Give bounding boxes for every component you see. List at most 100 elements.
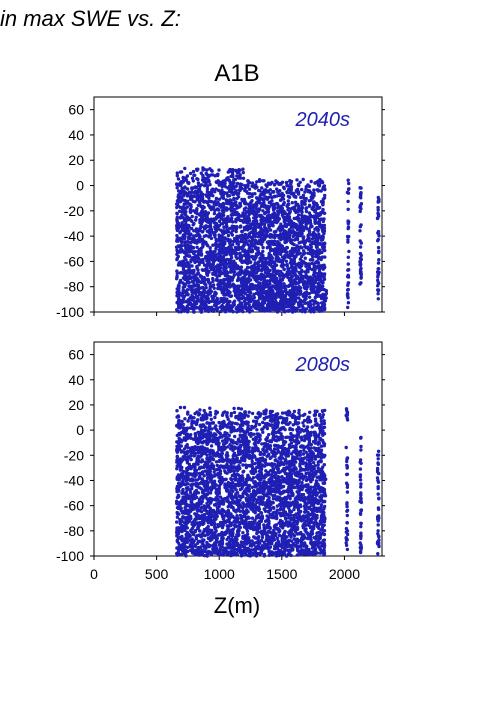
data-point (208, 413, 213, 417)
data-point (297, 261, 301, 265)
data-point (191, 290, 196, 295)
data-point (203, 256, 208, 260)
data-point (219, 192, 223, 196)
data-point (192, 251, 196, 256)
data-point (244, 260, 248, 265)
data-point (180, 419, 184, 424)
data-point (256, 285, 261, 289)
data-point (176, 239, 180, 243)
data-point (243, 253, 247, 257)
data-point (250, 184, 254, 188)
data-point (311, 194, 316, 198)
data-point (229, 258, 233, 263)
data-point (346, 238, 350, 242)
data-point (196, 278, 200, 282)
data-point (252, 272, 256, 277)
data-point (205, 242, 209, 247)
data-point (376, 297, 380, 301)
data-point (183, 417, 187, 421)
data-point (191, 310, 196, 314)
data-point (286, 208, 290, 212)
data-point (250, 181, 255, 185)
data-point (271, 207, 276, 211)
data-point (175, 233, 179, 238)
data-point (191, 169, 196, 174)
data-point (196, 286, 200, 290)
data-point (275, 285, 279, 290)
data-point (199, 238, 203, 242)
data-point (259, 240, 263, 245)
data-point (273, 250, 277, 254)
data-point (208, 285, 212, 289)
data-point (193, 185, 198, 189)
data-point (309, 198, 313, 202)
data-point (294, 285, 298, 290)
data-point (235, 287, 239, 291)
data-point (267, 262, 271, 267)
data-point (217, 183, 221, 187)
data-point (247, 195, 251, 199)
data-point (197, 247, 202, 252)
data-point (230, 170, 235, 175)
data-point (310, 240, 315, 245)
data-point (304, 185, 308, 189)
data-point (377, 281, 381, 286)
data-point (207, 199, 211, 204)
data-point (184, 176, 188, 180)
data-point (300, 278, 304, 282)
data-point (316, 241, 320, 245)
data-point (304, 290, 309, 294)
data-point (274, 278, 278, 282)
data-point (218, 272, 223, 276)
y-tick-label: 40 (68, 127, 84, 143)
data-point (225, 191, 229, 195)
data-point (263, 263, 267, 267)
data-point (229, 478, 234, 482)
data-point (181, 276, 186, 280)
data-point (290, 286, 295, 290)
y-tick-label: -60 (64, 253, 84, 269)
data-point (203, 210, 208, 214)
data-point (235, 256, 239, 260)
data-point (287, 202, 291, 206)
data-point (279, 222, 283, 226)
data-point (260, 269, 264, 273)
data-point (231, 243, 235, 247)
data-point (251, 234, 256, 239)
data-point (259, 213, 263, 218)
data-point (208, 406, 212, 410)
data-point (262, 301, 266, 305)
data-point (259, 305, 263, 309)
data-point (288, 253, 292, 257)
data-point (216, 179, 220, 183)
data-point (242, 217, 247, 221)
data-point (322, 274, 326, 278)
data-point (304, 225, 308, 229)
y-tick-label: -100 (56, 304, 84, 320)
data-point (241, 167, 245, 171)
data-point (177, 303, 181, 307)
data-point (208, 229, 213, 233)
data-point (221, 182, 226, 186)
data-point (183, 244, 187, 248)
data-point (202, 302, 206, 306)
data-point (306, 233, 310, 237)
data-point (199, 213, 203, 218)
data-point (271, 289, 275, 293)
data-point (209, 236, 214, 241)
data-point (224, 285, 229, 289)
data-point (303, 256, 307, 260)
data-point (227, 185, 232, 190)
data-point (178, 215, 183, 219)
data-point (176, 189, 181, 193)
data-point (282, 201, 286, 205)
data-point (245, 224, 250, 228)
data-point (205, 271, 210, 275)
data-point (194, 208, 199, 212)
data-point (316, 301, 320, 306)
data-point (305, 285, 310, 289)
data-point (297, 270, 301, 275)
data-point (235, 174, 239, 178)
data-point (316, 180, 320, 185)
